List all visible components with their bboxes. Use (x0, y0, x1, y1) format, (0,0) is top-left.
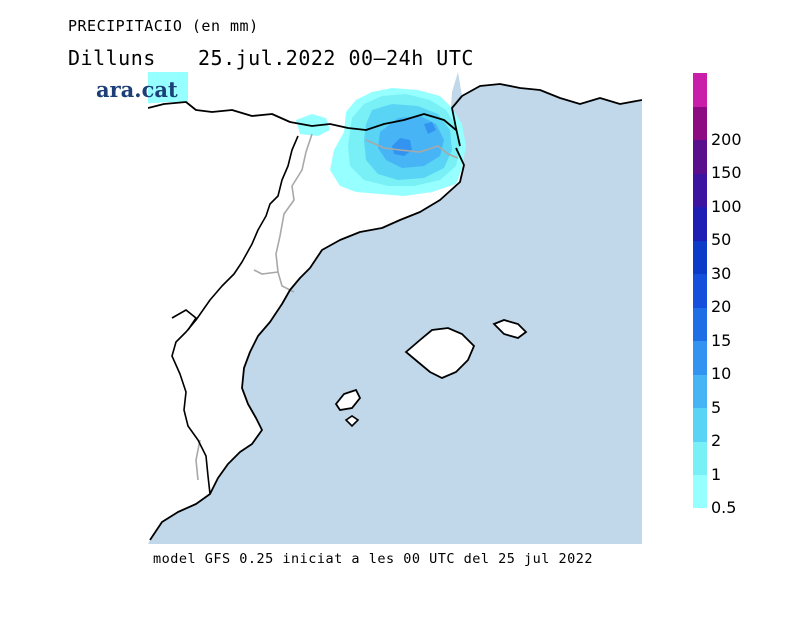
legend-swatch (693, 407, 707, 442)
legend-label: 200 (711, 129, 742, 149)
legend-label: 100 (711, 196, 742, 216)
pyrenees-border (148, 101, 457, 131)
border-lines (195, 133, 459, 481)
legend-swatch (693, 441, 707, 476)
island-formentera (344, 415, 360, 428)
inland-border (171, 135, 299, 495)
legend-swatch (693, 173, 707, 208)
legend-label: 1 (711, 464, 722, 484)
legend-swatch (693, 106, 707, 141)
france-land (458, 72, 642, 104)
legend-swatch (693, 273, 707, 308)
date-range-label: 25.jul.2022 00–24h UTC (198, 46, 474, 70)
legend-label: 150 (711, 163, 742, 183)
coastline (149, 83, 642, 541)
legend-label: 30 (711, 263, 732, 283)
legend-label: 20 (711, 297, 732, 317)
legend-swatch (693, 240, 707, 275)
island-ibiza (334, 388, 362, 411)
legend-label: 2 (711, 431, 722, 451)
precip-band-10-b (424, 122, 436, 134)
precipitation-map (148, 72, 642, 544)
legend-swatch (693, 139, 707, 174)
precip-patch-corner-2 (148, 72, 188, 102)
legend-label: 15 (711, 330, 732, 350)
ara-cat-logo: ara.cat (96, 77, 178, 102)
legend-label: 5 (711, 397, 722, 417)
model-info-footer: model GFS 0.25 iniciat a les 00 UTC del … (153, 551, 594, 567)
legend-swatch (693, 374, 707, 409)
legend-swatch (693, 340, 707, 375)
legend-swatch (693, 474, 707, 509)
legend-swatch (693, 73, 707, 107)
map-subtitle: Dilluns 25.jul.2022 00–24h UTC (68, 46, 473, 70)
legend-label: 0.5 (711, 498, 737, 517)
precipitation-legend (693, 73, 707, 509)
legend-swatch (693, 206, 707, 241)
legend-label: 50 (711, 230, 732, 250)
island-mallorca (404, 327, 476, 379)
day-label: Dilluns (68, 46, 156, 70)
legend-label: 10 (711, 364, 732, 384)
map-title: PRECIPITACIO (en mm) (68, 17, 259, 35)
inland-border-2 (171, 309, 198, 331)
island-menorca (492, 319, 528, 339)
legend-swatch (693, 307, 707, 342)
